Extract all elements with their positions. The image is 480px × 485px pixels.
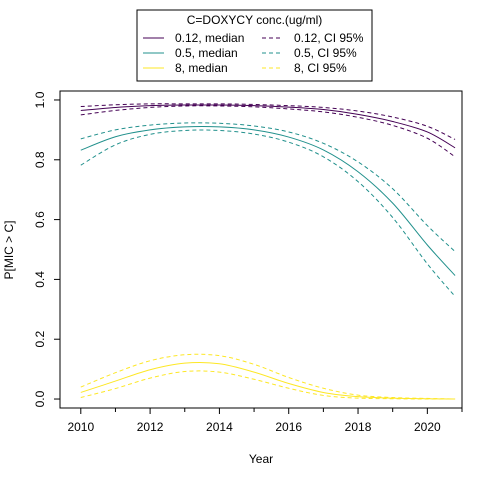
series-line-ci-1 [80, 105, 456, 158]
x-tick-label: 2012 [137, 420, 164, 434]
y-tick-label: 0.8 [33, 151, 47, 168]
legend-title: C=DOXYCY conc.(ug/ml) [187, 13, 323, 27]
legend-label: 0.5, median [175, 46, 238, 60]
y-axis-title: P[MIC > C] [2, 220, 16, 279]
legend-label: 0.12, CI 95% [294, 31, 364, 45]
x-tick-label: 2010 [67, 420, 94, 434]
series-line-ci-4 [80, 129, 456, 297]
y-tick-label: 0.2 [33, 331, 47, 348]
legend-box [136, 9, 373, 82]
series-line-median-0 [80, 104, 456, 149]
legend-label: 0.5, CI 95% [294, 46, 357, 60]
y-tick-label: 0.6 [33, 211, 47, 228]
plot-frame [59, 90, 463, 409]
series-line-ci-5 [80, 122, 456, 252]
legend-label: 8, CI 95% [294, 61, 347, 75]
y-axis: 0.0 0.2 0.4 0.6 0.8 1.0 [33, 91, 60, 407]
y-tick-label: 0.0 [33, 390, 47, 407]
legend: C=DOXYCY conc.(ug/ml) 0.12, median 0.12, … [136, 9, 373, 82]
x-tick-label: 2018 [345, 420, 372, 434]
legend-items: 0.12, median 0.12, CI 95% 0.5, median 0.5, … [143, 31, 364, 75]
legend-label: 8, median [175, 61, 228, 75]
series-line-median-3 [80, 126, 456, 276]
y-tick-label: 1.0 [33, 91, 47, 108]
x-axis-title: Year [249, 452, 273, 466]
x-tick-label: 2016 [275, 420, 302, 434]
y-tick-label: 0.4 [33, 271, 47, 288]
x-tick-label: 2020 [414, 420, 441, 434]
x-tick-label: 2014 [206, 420, 233, 434]
series-layer [80, 103, 456, 400]
series-line-ci-2 [80, 103, 456, 140]
series-line-ci-8 [80, 353, 456, 400]
series-line-median-6 [80, 361, 456, 400]
legend-label: 0.12, median [175, 31, 244, 45]
x-axis: 2010 2012 2014 2016 2018 2020 [67, 408, 463, 434]
